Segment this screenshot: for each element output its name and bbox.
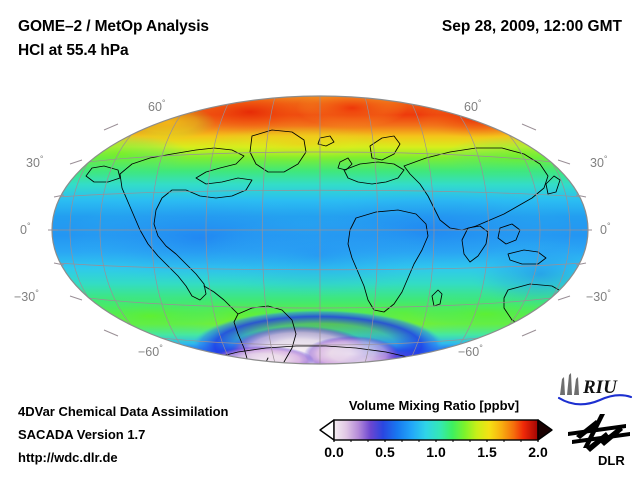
lat-label-left-m30: −30°	[14, 288, 39, 305]
riu-logo: RIU	[556, 373, 634, 407]
colorbar-tick-3: 1.5	[477, 444, 497, 460]
colorbar-under-cap	[319, 419, 335, 441]
dlr-logo: DLR	[566, 412, 636, 468]
footer-block: 4DVar Chemical Data Assimilation SACADA …	[18, 400, 229, 469]
dlr-mark-icon	[568, 414, 630, 452]
colorbar-tick-2: 1.0	[426, 444, 446, 460]
lat-label-right-m30: −30°	[586, 288, 611, 305]
colorbar-tick-0: 0.0	[324, 444, 344, 460]
page-subtitle: HCl at 55.4 hPa	[18, 42, 129, 59]
lat-label-right-0: 0°	[600, 221, 611, 238]
lat-label-right-30: 30°	[590, 154, 608, 171]
lat-label-right-m60: −60°	[458, 343, 483, 360]
lat-label-left-60: 60°	[148, 98, 166, 115]
graticule	[52, 96, 588, 364]
colorbar-graphic	[318, 418, 554, 446]
colorbar-tick-4: 2.0	[528, 444, 548, 460]
lat-label-right-60: 60°	[464, 98, 482, 115]
colorbar-ticklabels: 0.0 0.5 1.0 1.5 2.0	[318, 444, 554, 464]
title-block: GOME–2 / MetOp Analysis HCl at 55.4 hPa	[18, 15, 418, 63]
colorbar-tick-1: 0.5	[375, 444, 395, 460]
footer-line-url[interactable]: http://wdc.dlr.de	[18, 450, 118, 465]
riu-swoosh-icon	[557, 394, 633, 406]
lat-label-left-0: 0°	[20, 221, 31, 238]
latitude-ticks	[48, 123, 592, 337]
lat-label-left-m60: −60°	[138, 343, 163, 360]
riu-tower-icon	[560, 373, 579, 395]
map-panel: 60° 30° 0° −30° −60° 60° 30° 0° −30° −60…	[0, 78, 640, 378]
page-title: GOME–2 / MetOp Analysis	[18, 18, 209, 35]
dlr-wordmark: DLR	[598, 453, 625, 468]
world-map	[48, 95, 592, 365]
footer-line-method: 4DVar Chemical Data Assimilation	[18, 404, 229, 419]
riu-wordmark: RIU	[582, 377, 618, 398]
colorbar-over-cap	[537, 419, 553, 441]
timestamp: Sep 28, 2009, 12:00 GMT	[441, 18, 622, 35]
lat-label-left-30: 30°	[26, 154, 44, 171]
colorbar-panel: Volume Mixing Ratio [ppbv]	[318, 398, 558, 464]
colorbar-title: Volume Mixing Ratio [ppbv]	[348, 398, 520, 413]
footer-line-version: SACADA Version 1.7	[18, 427, 146, 442]
